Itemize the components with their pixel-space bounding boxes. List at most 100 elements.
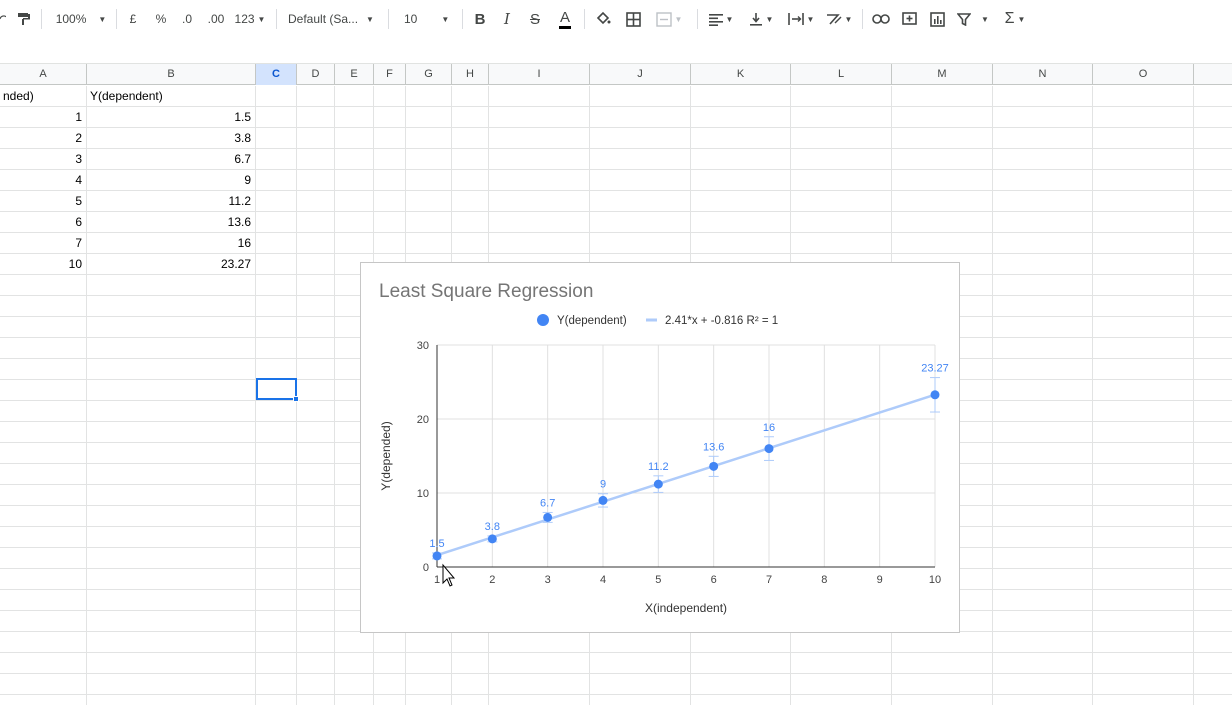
y-axis-label: Y(depended) xyxy=(379,421,393,490)
text-color-button[interactable]: A xyxy=(553,8,577,30)
borders-glyph xyxy=(625,11,641,27)
merge-glyph xyxy=(655,11,672,27)
toolbar-divider xyxy=(697,9,698,29)
y-tick-label: 10 xyxy=(417,488,429,500)
column-header-f[interactable]: F xyxy=(374,64,406,85)
x-tick-label: 6 xyxy=(711,574,717,586)
italic-button[interactable]: I xyxy=(497,8,517,30)
cell-y-value[interactable]: 9 xyxy=(244,173,251,187)
bold-button[interactable]: B xyxy=(470,8,490,30)
font-select[interactable]: Default (Sa... ▼ xyxy=(288,8,380,30)
toolbar-divider xyxy=(276,9,277,29)
legend-series-label: Y(dependent) xyxy=(557,315,627,327)
cell-y-value[interactable]: 16 xyxy=(237,236,251,250)
toolbar-divider xyxy=(462,9,463,29)
column-header-d[interactable]: D xyxy=(297,64,335,85)
grid-row-line xyxy=(0,169,1232,170)
link-glyph xyxy=(872,14,890,24)
font-value: Default (Sa... xyxy=(288,12,359,26)
column-header-m[interactable]: M xyxy=(892,64,993,85)
cell-x-value[interactable]: 4 xyxy=(75,173,82,187)
undo-icon[interactable] xyxy=(0,8,6,30)
currency-label: £ xyxy=(129,12,137,26)
cell-x-value[interactable]: 7 xyxy=(75,236,82,250)
column-header-a[interactable]: A xyxy=(0,64,87,85)
data-point xyxy=(432,551,442,561)
column-header-b[interactable]: B xyxy=(87,64,256,85)
column-header-o[interactable]: O xyxy=(1093,64,1194,85)
cell-y-value[interactable]: 13.6 xyxy=(227,215,251,229)
text-rotation-icon[interactable]: ▼ xyxy=(822,8,856,30)
cell-y-value[interactable]: 23.27 xyxy=(220,257,251,271)
x-tick-label: 5 xyxy=(655,574,661,586)
align-bottom-glyph xyxy=(749,13,762,26)
increase-decimal-button[interactable]: .00 xyxy=(204,8,228,30)
selected-cell-c15[interactable] xyxy=(256,378,297,400)
percent-format-button[interactable]: % xyxy=(152,8,170,30)
more-formats-button[interactable]: 123 ▼ xyxy=(233,8,267,30)
paint-format-icon[interactable] xyxy=(14,8,34,30)
cell-x-value[interactable]: 6 xyxy=(75,215,82,229)
currency-format-button[interactable]: £ xyxy=(124,8,142,30)
cell-x-value[interactable]: 10 xyxy=(68,257,82,271)
column-header-j[interactable]: J xyxy=(590,64,691,85)
mouse-cursor-icon xyxy=(442,563,456,587)
cell-x-value[interactable]: 5 xyxy=(75,194,82,208)
merge-cells-icon[interactable]: ▼ xyxy=(652,8,686,30)
data-point xyxy=(487,534,497,544)
zoom-select[interactable]: 100% ▼ xyxy=(53,8,109,30)
horizontal-align-icon[interactable]: ▼ xyxy=(705,8,737,30)
cell-x-value[interactable]: 3 xyxy=(75,152,82,166)
paint-bucket-glyph xyxy=(596,11,611,25)
grid-row-line xyxy=(0,148,1232,149)
column-header-c[interactable]: C xyxy=(256,64,297,85)
cell-y-value[interactable]: 6.7 xyxy=(234,152,251,166)
cell-a-header[interactable]: nded) xyxy=(3,89,34,103)
legend-series-marker xyxy=(537,314,549,326)
cell-x-value[interactable]: 1 xyxy=(75,110,82,124)
column-header-k[interactable]: K xyxy=(691,64,791,85)
grid-column-line xyxy=(1193,86,1194,705)
column-header-n[interactable]: N xyxy=(993,64,1093,85)
column-header-h[interactable]: H xyxy=(452,64,489,85)
decrease-decimal-button[interactable]: .0 xyxy=(177,8,197,30)
chart[interactable]: Least Square Regression 1 2 3 4 5 6 7 8 9 10 0 10 20… xyxy=(360,262,960,633)
font-size-select[interactable]: 10 ▼ xyxy=(398,8,456,30)
toolbar: 100% ▼ £ % .0 .00 123 ▼ Default (Sa... ▼… xyxy=(0,0,1232,38)
insert-link-icon[interactable] xyxy=(870,8,892,30)
cell-x-value[interactable]: 2 xyxy=(75,131,82,145)
column-header-g[interactable]: G xyxy=(406,64,452,85)
cell-y-value[interactable]: 11.2 xyxy=(228,194,251,208)
bold-label: B xyxy=(474,10,486,28)
fill-handle[interactable] xyxy=(293,396,299,402)
text-wrap-icon[interactable]: ▼ xyxy=(784,8,818,30)
cell-y-value[interactable]: 3.8 xyxy=(234,131,251,145)
insert-chart-icon[interactable] xyxy=(926,8,948,30)
grid-row-line xyxy=(0,253,1232,254)
more-formats-label: 123 xyxy=(234,12,255,26)
cell-y-value[interactable]: 1.5 xyxy=(234,110,251,124)
x-tick-label: 9 xyxy=(877,574,883,586)
paint-roller-glyph xyxy=(18,13,30,25)
filter-icon[interactable]: ▼ xyxy=(955,8,991,30)
functions-button[interactable]: Σ ▼ xyxy=(998,8,1032,30)
data-label: 11.2 xyxy=(648,461,669,473)
x-tick-label: 1 xyxy=(434,574,440,586)
column-header-i[interactable]: I xyxy=(489,64,590,85)
fill-color-icon[interactable] xyxy=(592,8,614,30)
x-tick-label: 4 xyxy=(600,574,606,586)
data-point xyxy=(930,390,940,400)
chart-title: Least Square Regression xyxy=(379,281,594,302)
strikethrough-button[interactable]: S xyxy=(525,8,545,30)
toolbar-divider xyxy=(116,9,117,29)
chevron-down-icon: ▼ xyxy=(257,14,266,24)
vertical-align-icon[interactable]: ▼ xyxy=(744,8,778,30)
insert-comment-icon[interactable] xyxy=(898,8,920,30)
chart-glyph xyxy=(929,11,945,27)
column-header-e[interactable]: E xyxy=(335,64,374,85)
chevron-down-icon: ▼ xyxy=(725,14,734,24)
column-header-l[interactable]: L xyxy=(791,64,892,85)
borders-icon[interactable] xyxy=(622,8,644,30)
cell-b-header[interactable]: Y(dependent) xyxy=(90,89,163,103)
